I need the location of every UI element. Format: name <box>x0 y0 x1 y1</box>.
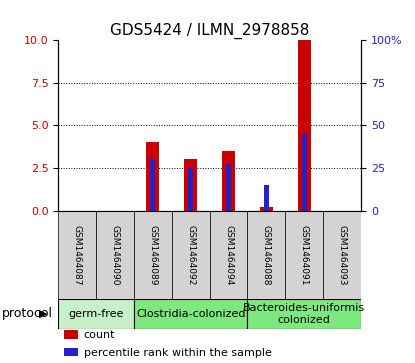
Text: count: count <box>84 330 115 340</box>
Text: GSM1464090: GSM1464090 <box>110 225 120 285</box>
Bar <box>64 348 78 356</box>
Text: germ-free: germ-free <box>68 309 124 319</box>
Text: Clostridia-colonized: Clostridia-colonized <box>136 309 245 319</box>
Bar <box>134 299 247 329</box>
Bar <box>58 299 134 329</box>
Bar <box>247 211 285 299</box>
Bar <box>222 151 235 211</box>
Text: GSM1464094: GSM1464094 <box>224 225 233 285</box>
Bar <box>172 211 210 299</box>
Bar <box>146 142 159 211</box>
Text: GSM1464092: GSM1464092 <box>186 225 195 285</box>
Text: Bacteroides-uniformis
colonized: Bacteroides-uniformis colonized <box>243 303 365 325</box>
Bar <box>151 159 155 211</box>
Bar <box>264 185 269 211</box>
Text: GSM1464093: GSM1464093 <box>338 225 347 285</box>
Bar <box>226 164 231 211</box>
Bar <box>64 330 78 339</box>
Text: ▶: ▶ <box>39 309 47 319</box>
Text: GSM1464091: GSM1464091 <box>300 225 309 285</box>
Text: protocol: protocol <box>2 307 53 321</box>
Text: GSM1464089: GSM1464089 <box>148 225 157 285</box>
Text: GSM1464088: GSM1464088 <box>262 225 271 285</box>
Bar <box>58 211 96 299</box>
Title: GDS5424 / ILMN_2978858: GDS5424 / ILMN_2978858 <box>110 23 309 38</box>
Bar <box>260 207 273 211</box>
Bar <box>134 211 172 299</box>
Bar <box>247 299 361 329</box>
Bar <box>286 211 323 299</box>
Bar <box>188 168 193 211</box>
Bar <box>298 40 311 211</box>
Text: percentile rank within the sample: percentile rank within the sample <box>84 348 272 358</box>
Bar <box>302 134 307 211</box>
Bar <box>323 211 361 299</box>
Bar <box>210 211 247 299</box>
Bar <box>184 159 197 211</box>
Text: GSM1464087: GSM1464087 <box>73 225 81 285</box>
Bar <box>96 211 134 299</box>
